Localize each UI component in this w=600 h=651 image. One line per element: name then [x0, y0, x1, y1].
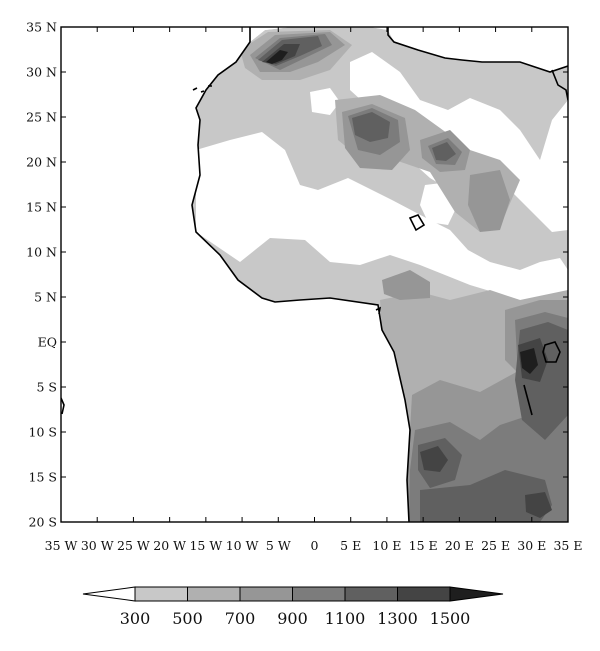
dry-zone-west — [196, 132, 568, 300]
contour-fields — [192, 27, 568, 522]
lat-tick-label: 35 N — [26, 20, 57, 35]
contour-level-1500 — [520, 348, 538, 374]
lat-tick-label: 20 N — [26, 155, 57, 170]
coastline — [61, 27, 568, 522]
lon-tick-label: 35 E — [553, 538, 582, 553]
lon-tick-label: 35 W — [45, 538, 78, 553]
lake-victoria — [542, 341, 561, 363]
colorbar-label: 1500 — [430, 609, 471, 628]
colorbar-label: 1100 — [325, 609, 366, 628]
colorbar-segment — [134, 586, 188, 602]
lat-tick-label: EQ — [38, 335, 57, 350]
west-edge-island — [61, 397, 65, 415]
coastline-red-sea — [551, 69, 568, 101]
colorbar-segment — [292, 586, 346, 602]
lon-tick-label: 20 W — [153, 538, 186, 553]
colorbar-label: 300 — [120, 609, 151, 628]
contour-darfur-700 — [468, 170, 510, 232]
lon-tick-label: 25 E — [481, 538, 510, 553]
lake-chad — [408, 214, 426, 232]
lat-tick-label: 15 N — [26, 200, 57, 215]
contour-nigeria-700 — [382, 270, 430, 300]
colorbar-high-extension — [449, 586, 504, 602]
lon-tick-label: 15 E — [409, 538, 438, 553]
lat-tick-label: 15 S — [29, 470, 57, 485]
lat-tick-label: 5 N — [34, 290, 57, 305]
dry-zone-coast — [310, 88, 340, 115]
lon-tick-label: 20 E — [445, 538, 474, 553]
coastline-west-africa — [191, 27, 411, 522]
contour-chad-1100 — [432, 142, 456, 161]
colorbar-label: 500 — [172, 609, 203, 628]
lat-tick-label: 20 S — [29, 515, 57, 530]
lat-tick-label: 10 N — [26, 245, 57, 260]
lon-tick-label: 15 W — [189, 538, 222, 553]
colorbar-segment — [344, 586, 398, 602]
lon-tick-label: 10 E — [372, 538, 401, 553]
lon-tick-label: 30 W — [81, 538, 114, 553]
colorbar-segment — [187, 586, 241, 602]
lat-tick-label: 30 N — [26, 65, 57, 80]
lake-tanganyika — [523, 384, 533, 416]
colorbar-segment — [397, 586, 451, 602]
lon-tick-label: 30 E — [517, 538, 546, 553]
lon-tick-label: 5 E — [340, 538, 361, 553]
lon-tick-label: 5 W — [266, 538, 291, 553]
colorbar-label: 700 — [225, 609, 256, 628]
lon-tick-label: 10 W — [226, 538, 259, 553]
contour-se-1300 — [525, 492, 552, 518]
colorbar-segment — [239, 586, 293, 602]
lat-tick-label: 10 S — [29, 425, 57, 440]
contour-nw-1500 — [266, 50, 288, 64]
contour-sahel-1100 — [352, 112, 390, 142]
contour-south-1100 — [420, 470, 552, 522]
lon-tick-label: 25 W — [117, 538, 150, 553]
colorbar-label: 900 — [277, 609, 308, 628]
lat-tick-label: 5 S — [37, 380, 58, 395]
latitude-axis: 35 N 30 N 25 N 20 N 15 N 10 N 5 N EQ 5 S 10 S 15 S… — [26, 20, 568, 530]
canary-islands — [192, 85, 212, 93]
contour-level-1300 — [420, 446, 448, 472]
longitude-axis: 35 W 30 W 25 W 20 W 15 W 10 W 5 W 0 5 E 10 E 15 E 2… — [45, 27, 583, 553]
colorbar-low-extension — [82, 586, 136, 602]
colorbar: 300 500 700 900 1100 1300 1500 — [82, 586, 504, 628]
bioko-island — [375, 306, 382, 315]
colorbar-label: 1300 — [377, 609, 418, 628]
lon-tick-label: 0 — [311, 538, 319, 553]
coastline-north-africa — [387, 27, 568, 73]
lat-tick-label: 25 N — [26, 110, 57, 125]
